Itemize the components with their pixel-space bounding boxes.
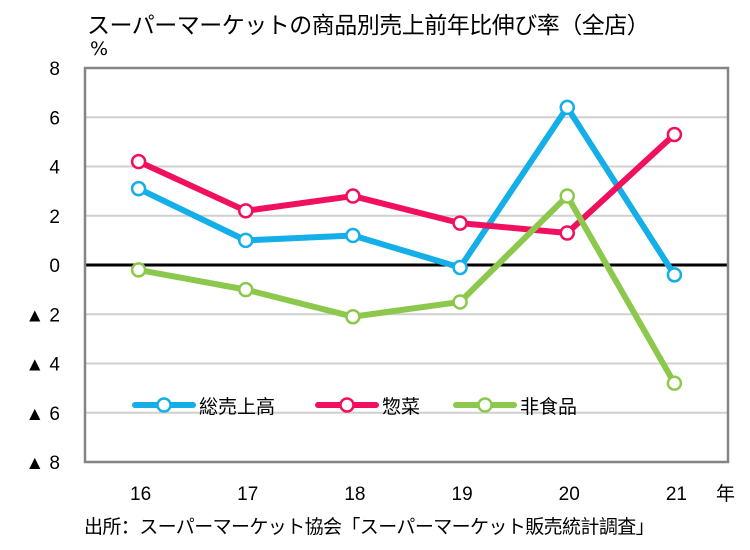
x-axis-ticks: 16 17 18 19 20 21 bbox=[130, 484, 687, 505]
legend-label: 惣菜 bbox=[382, 396, 420, 418]
data-point bbox=[666, 375, 683, 391]
data-point bbox=[345, 308, 361, 325]
y-tick-label: ▲ 2 bbox=[25, 305, 60, 326]
series-非食品 bbox=[130, 188, 683, 391]
y-axis-ticks: 8 6 4 2 0 ▲ 2 ▲ 4 ▲ 6 ▲ 8 bbox=[25, 59, 60, 474]
data-point bbox=[452, 215, 468, 231]
x-tick-label: 17 bbox=[237, 484, 258, 505]
data-point bbox=[238, 281, 254, 298]
legend-item: 非食品 bbox=[453, 396, 577, 418]
legend-item: 総売上高 bbox=[132, 396, 275, 418]
y-tick-label: ▲ 6 bbox=[25, 404, 60, 425]
legend-label: 非食品 bbox=[520, 396, 577, 418]
y-axis-unit-label: % bbox=[90, 38, 109, 60]
x-tick-label: 18 bbox=[344, 484, 365, 505]
data-point bbox=[666, 267, 683, 283]
source-note: 出所：スーパーマーケット協会「スーパーマーケット販売統計調査」 bbox=[84, 516, 655, 538]
data-point bbox=[345, 188, 361, 204]
chart-title: スーパーマーケットの商品別売上前年比伸び率（全店） bbox=[87, 13, 650, 39]
y-tick-label: ▲ 4 bbox=[25, 355, 60, 376]
data-point bbox=[559, 225, 575, 241]
data-point bbox=[452, 259, 468, 276]
data-point bbox=[452, 294, 468, 310]
series-lines bbox=[130, 99, 683, 391]
legend-marker bbox=[339, 397, 355, 413]
y-tick-label: 2 bbox=[49, 207, 60, 228]
y-tick-label: 4 bbox=[49, 158, 60, 179]
x-tick-label: 21 bbox=[666, 484, 687, 505]
data-point bbox=[238, 203, 254, 219]
x-tick-label: 20 bbox=[559, 484, 580, 505]
x-tick-label: 19 bbox=[452, 484, 473, 505]
data-point bbox=[559, 99, 575, 116]
y-tick-label: 0 bbox=[49, 256, 60, 277]
data-point bbox=[345, 227, 361, 244]
data-point bbox=[666, 126, 683, 143]
series-line bbox=[137, 132, 677, 236]
legend-marker bbox=[477, 397, 493, 413]
gridlines bbox=[85, 116, 728, 414]
y-tick-label: 6 bbox=[49, 108, 60, 129]
y-tick-label: 8 bbox=[49, 59, 60, 80]
series-総売上高 bbox=[130, 99, 683, 283]
data-point bbox=[130, 180, 147, 197]
data-point bbox=[130, 153, 147, 170]
series-line bbox=[137, 104, 677, 277]
series-惣菜 bbox=[130, 126, 683, 241]
data-point bbox=[559, 188, 575, 204]
y-tick-label: ▲ 8 bbox=[25, 453, 60, 474]
legend: 総売上高 惣菜 非食品 bbox=[132, 396, 577, 418]
legend-marker bbox=[156, 397, 172, 413]
x-tick-label: 16 bbox=[130, 484, 151, 505]
data-point bbox=[238, 232, 254, 249]
series-line bbox=[138, 193, 678, 385]
plot-area-frame bbox=[83, 66, 730, 464]
x-axis-unit-label: 年 bbox=[716, 483, 735, 505]
data-point bbox=[130, 262, 147, 278]
legend-item: 惣菜 bbox=[315, 396, 420, 418]
legend-label: 総売上高 bbox=[199, 396, 275, 418]
